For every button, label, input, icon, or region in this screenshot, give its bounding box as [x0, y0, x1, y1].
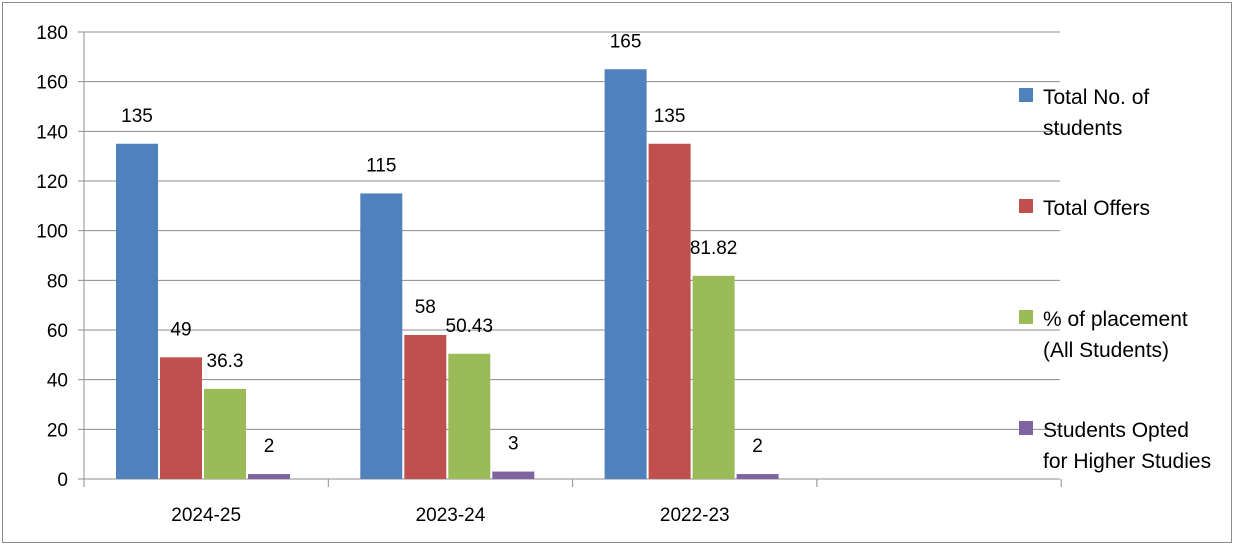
y-tick-label: 140	[36, 122, 68, 143]
y-tick-label: 160	[36, 73, 68, 94]
legend-label: % of placement	[1043, 308, 1188, 331]
legend-label: for Higher Studies	[1043, 450, 1211, 473]
x-tick-label: 2024-25	[171, 505, 241, 526]
bar	[492, 471, 535, 479]
data-label: 2	[264, 436, 275, 457]
legend-swatch	[1019, 310, 1033, 324]
legend-label: Students Opted	[1043, 419, 1189, 442]
x-axis-ticks: 2024-25 2023-24 2022-23	[171, 505, 729, 526]
data-label: 3	[508, 434, 519, 455]
y-tick-label: 20	[47, 420, 68, 441]
bar	[404, 334, 447, 479]
data-label: 135	[654, 106, 686, 127]
y-tick-label: 120	[36, 172, 68, 193]
y-tick-label: 60	[47, 321, 68, 342]
x-tick-label: 2022-23	[660, 505, 730, 526]
data-label: 36.3	[207, 351, 244, 372]
gridlines	[84, 31, 1060, 430]
y-tick-label: 100	[36, 222, 68, 243]
y-tick-label: 0	[57, 470, 68, 491]
bar	[204, 388, 246, 479]
legend-label: Total Offers	[1043, 197, 1150, 220]
data-label: 58	[415, 297, 436, 318]
data-labels: 135 115 165 49 58 135 36.3 50.43 81.82 2 3 2	[121, 31, 763, 457]
data-label: 81.82	[690, 238, 738, 259]
data-label: 2	[752, 436, 763, 457]
bar	[648, 143, 691, 479]
legend-label: Total No. of	[1043, 86, 1149, 109]
y-axis-ticks: 0 20 40 60 80 100 120 140 160 180	[36, 23, 68, 491]
bar	[692, 275, 735, 479]
data-label: 135	[121, 106, 153, 127]
y-tick-label: 80	[47, 271, 68, 292]
bar	[448, 353, 491, 479]
bars	[116, 69, 779, 479]
legend-label: students	[1043, 117, 1122, 140]
y-tick-label: 40	[47, 371, 68, 392]
bar	[160, 357, 202, 479]
axes	[78, 31, 1062, 487]
x-tick-label: 2023-24	[416, 505, 486, 526]
bar	[360, 193, 403, 479]
legend-swatch	[1019, 421, 1033, 435]
legend-label: (All Students)	[1043, 339, 1169, 362]
y-tick-label: 180	[36, 23, 68, 44]
bar	[604, 69, 647, 479]
legend-swatch	[1019, 199, 1033, 213]
data-label: 165	[610, 31, 642, 52]
data-label: 50.43	[446, 316, 494, 337]
bar	[736, 474, 779, 479]
bar	[116, 143, 158, 479]
data-label: 49	[170, 319, 191, 340]
bar	[248, 474, 290, 479]
legend-swatch	[1019, 88, 1033, 102]
legend: Total No. of students Total Offers % of pla…	[1019, 86, 1211, 473]
data-label: 115	[366, 155, 396, 176]
